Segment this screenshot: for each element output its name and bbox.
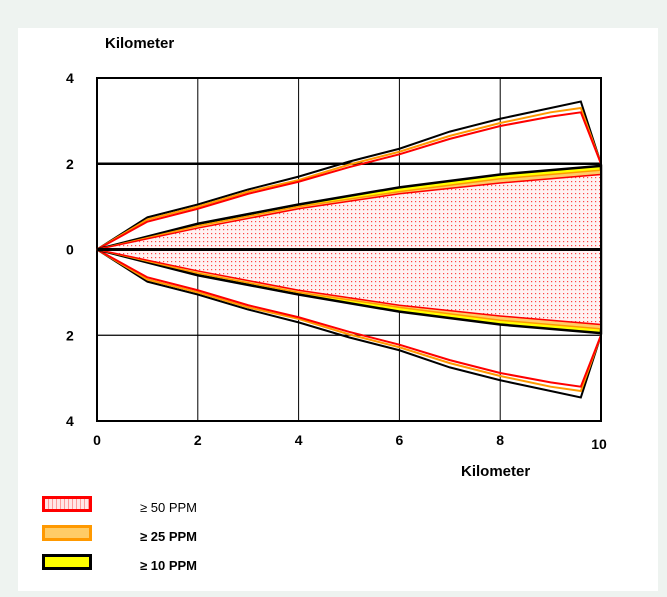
outer-contour-upper — [96, 100, 602, 251]
legend-label-10ppm: ≥ 10 PPM — [140, 558, 197, 573]
x-tick-label: 10 — [591, 436, 607, 452]
y-tick-label: 2 — [66, 327, 74, 343]
legend-swatch-25ppm — [42, 525, 92, 541]
plume-chart: Kilometer 4 2 0 2 4 0 2 4 6 8 10 Kilometer — [66, 35, 607, 480]
x-tick-label: 8 — [496, 432, 504, 448]
x-tick-label: 6 — [396, 432, 404, 448]
y-tick-label: 4 — [66, 70, 74, 86]
x-tick-label: 4 — [295, 432, 303, 448]
outer-contour-lower — [96, 248, 602, 393]
y-tick-label: 4 — [66, 413, 74, 429]
outer-contour-lower — [96, 248, 602, 399]
legend-label-50ppm: ≥ 50 PPM — [140, 500, 197, 515]
chart-frame: Kilometer 4 2 0 2 4 0 2 4 6 8 10 Kilometer ≥ 50 PPM … — [18, 28, 658, 591]
y-axis-title: Kilometer — [105, 35, 174, 52]
outer-contour-upper — [96, 106, 602, 251]
x-tick-label: 2 — [194, 432, 202, 448]
x-axis-title: Kilometer — [461, 463, 530, 480]
x-tick-label: 0 — [93, 432, 101, 448]
y-tick-label: 2 — [66, 156, 74, 172]
outer-contour-upper — [96, 111, 602, 251]
legend-label-25ppm: ≥ 25 PPM — [140, 529, 197, 544]
y-tick-label: 0 — [66, 242, 74, 258]
legend-swatch-10ppm — [42, 554, 92, 570]
legend-swatch-50ppm — [42, 496, 92, 512]
outer-contour-lower — [96, 248, 602, 388]
